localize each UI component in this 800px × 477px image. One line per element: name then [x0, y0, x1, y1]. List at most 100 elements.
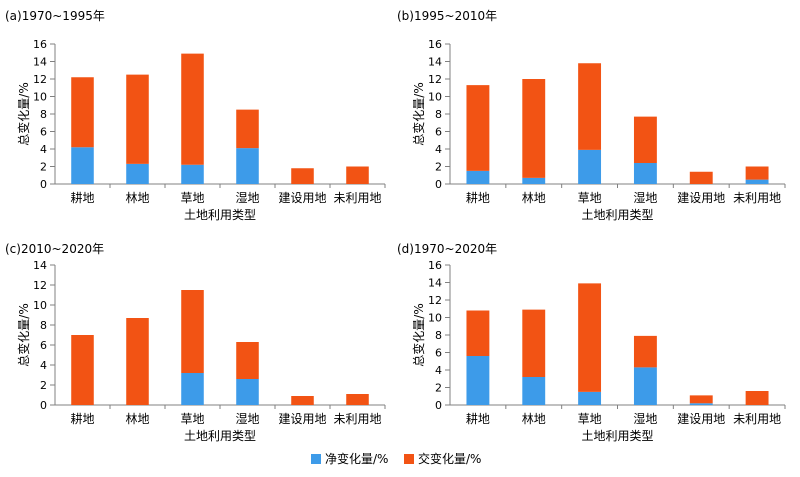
x-tick-label: 林地	[522, 191, 546, 205]
y-tick-label: 14	[33, 259, 47, 272]
y-tick-label: 16	[33, 38, 47, 51]
x-tick-label: 草地	[180, 191, 204, 205]
bar-net-1	[522, 177, 546, 184]
y-tick-label: 10	[33, 91, 47, 104]
legend-label-swap: 交变化量/%	[418, 451, 481, 466]
y-tick-label: 0	[435, 399, 442, 412]
y-tick-label: 16	[428, 259, 442, 272]
y-tick-label: 8	[40, 319, 47, 332]
x-tick-label: 未利用地	[333, 412, 381, 426]
bar-net-3	[236, 379, 259, 405]
bar-net-0	[71, 147, 94, 184]
bar-net-1	[126, 163, 149, 184]
bar-swap-1	[126, 74, 149, 164]
bar-swap-4	[689, 171, 713, 184]
chart-panel-1: (b)1995~2010年 0 2 4 6 8 10 12 14 16 总变化量/% 耕地 林地 草地 湿地…	[397, 9, 786, 222]
chart-panel-2: (c)2010~2020年 0 2 4 6 8 10 12 14 总变化量/% 耕地 林地 草地 湿地 建设…	[5, 242, 386, 443]
x-axis-label: 土地利用类型	[184, 208, 256, 222]
bar-swap-5	[745, 166, 769, 180]
x-tick-label: 建设用地	[677, 412, 725, 426]
x-axis-label: 土地利用类型	[184, 429, 256, 443]
y-tick-label: 10	[428, 312, 442, 325]
bar-swap-3	[633, 116, 657, 163]
x-tick-label: 未利用地	[733, 191, 781, 205]
y-axis-label: 总变化量/%	[411, 82, 426, 145]
legend-swatch-net	[311, 454, 321, 464]
x-tick-label: 建设用地	[677, 191, 725, 205]
bar-swap-4	[689, 395, 713, 404]
bar-net-3	[236, 148, 259, 184]
y-tick-label: 16	[428, 38, 442, 51]
y-tick-label: 14	[428, 277, 442, 290]
y-tick-label: 6	[435, 347, 442, 360]
x-tick-label: 未利用地	[733, 412, 781, 426]
y-tick-label: 8	[435, 108, 442, 121]
y-tick-label: 6	[40, 126, 47, 139]
y-tick-label: 0	[40, 178, 47, 191]
y-axis-label: 总变化量/%	[411, 303, 426, 366]
legend-label-net: 净变化量/%	[325, 451, 388, 466]
bar-swap-1	[522, 79, 546, 178]
bar-swap-5	[346, 394, 369, 405]
bar-swap-2	[578, 63, 602, 150]
x-tick-label: 建设用地	[278, 412, 326, 426]
bar-swap-0	[466, 310, 490, 356]
x-tick-label: 草地	[180, 412, 204, 426]
x-axis-label: 土地利用类型	[581, 208, 653, 222]
x-tick-label: 湿地	[633, 411, 657, 426]
y-tick-label: 0	[40, 399, 47, 412]
x-tick-label: 耕地	[466, 190, 490, 205]
x-tick-label: 建设用地	[278, 191, 326, 205]
y-tick-label: 2	[40, 161, 47, 174]
bar-net-2	[578, 149, 602, 184]
y-tick-label: 8	[435, 329, 442, 342]
bar-net-2	[181, 373, 204, 405]
x-tick-label: 耕地	[70, 411, 94, 426]
bar-net-2	[181, 164, 204, 184]
panel-title: (d)1970~2020年	[397, 242, 497, 256]
bar-net-2	[578, 391, 602, 405]
x-tick-label: 湿地	[235, 190, 259, 205]
y-tick-label: 14	[428, 56, 442, 69]
y-tick-label: 12	[428, 294, 442, 307]
bar-net-1	[522, 377, 546, 405]
y-tick-label: 12	[33, 279, 47, 292]
y-tick-label: 6	[435, 126, 442, 139]
bar-net-4	[689, 403, 713, 405]
chart-panel-0: (a)1970~1995年 0 2 4 6 8 10 12 14 16 总变化量/% 耕地 林地 草地 湿地…	[5, 9, 386, 222]
bar-net-3	[633, 163, 657, 184]
x-axis-label: 土地利用类型	[581, 429, 653, 443]
bar-swap-2	[578, 283, 602, 392]
x-tick-label: 未利用地	[333, 191, 381, 205]
bar-net-0	[466, 170, 490, 184]
bar-swap-3	[236, 109, 259, 149]
bar-net-5	[745, 179, 769, 184]
bar-swap-1	[126, 318, 149, 405]
x-tick-label: 林地	[125, 412, 149, 426]
x-tick-label: 林地	[522, 412, 546, 426]
panel-title: (a)1970~1995年	[5, 9, 105, 23]
bar-swap-1	[522, 309, 546, 377]
y-tick-label: 4	[40, 359, 47, 372]
x-tick-label: 草地	[578, 191, 602, 205]
y-tick-label: 14	[33, 56, 47, 69]
y-tick-label: 10	[33, 299, 47, 312]
y-tick-label: 12	[33, 73, 47, 86]
bar-swap-3	[633, 335, 657, 368]
y-tick-label: 2	[435, 161, 442, 174]
bar-swap-0	[71, 77, 94, 148]
y-axis-label: 总变化量/%	[16, 82, 31, 145]
legend: 净变化量/% 交变化量/%	[311, 451, 481, 466]
y-tick-label: 2	[40, 379, 47, 392]
y-tick-label: 4	[435, 143, 442, 156]
x-tick-label: 耕地	[70, 190, 94, 205]
bar-swap-4	[291, 168, 314, 184]
y-tick-label: 10	[428, 91, 442, 104]
bar-swap-4	[291, 396, 314, 405]
chart-panel-3: (d)1970~2020年 0 2 4 6 8 10 12 14 16 总变化量/% 耕地 林地 草地 湿地…	[397, 242, 786, 443]
y-tick-label: 12	[428, 73, 442, 86]
bar-swap-0	[71, 335, 94, 405]
